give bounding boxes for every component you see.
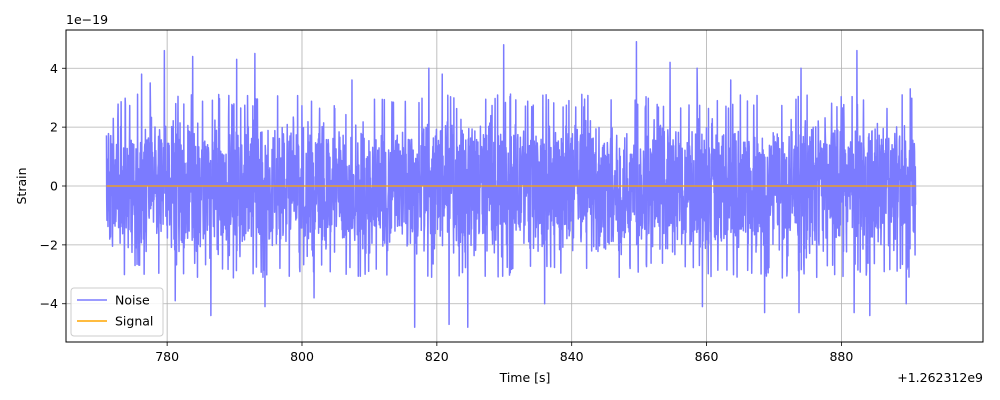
- legend-label-noise: Noise: [115, 293, 150, 308]
- legend: Noise Signal: [70, 287, 164, 337]
- x-tick-label: 780: [155, 349, 179, 364]
- series-layer: [105, 41, 917, 329]
- x-tick-label: 860: [695, 349, 719, 364]
- y-tick-label: −4: [40, 296, 58, 311]
- series-noise-line: [105, 41, 917, 329]
- x-offset-label: +1.262312e9: [897, 370, 983, 385]
- x-tick-label: 800: [290, 349, 314, 364]
- x-axis-label: Time [s]: [499, 370, 551, 385]
- x-axis: 780 800 820 840 860 880: [155, 342, 853, 364]
- legend-label-signal: Signal: [115, 314, 153, 329]
- y-tick-label: 2: [50, 120, 58, 135]
- y-axis-label: Strain: [14, 167, 29, 204]
- y-scale-label: 1e−19: [66, 12, 108, 27]
- y-tick-label: 4: [50, 61, 58, 76]
- y-tick-label: −2: [40, 237, 58, 252]
- x-tick-label: 880: [829, 349, 853, 364]
- y-axis: −4 −2 0 2 4: [40, 61, 66, 311]
- x-tick-label: 820: [425, 349, 449, 364]
- y-tick-label: 0: [50, 179, 58, 194]
- x-tick-label: 840: [560, 349, 584, 364]
